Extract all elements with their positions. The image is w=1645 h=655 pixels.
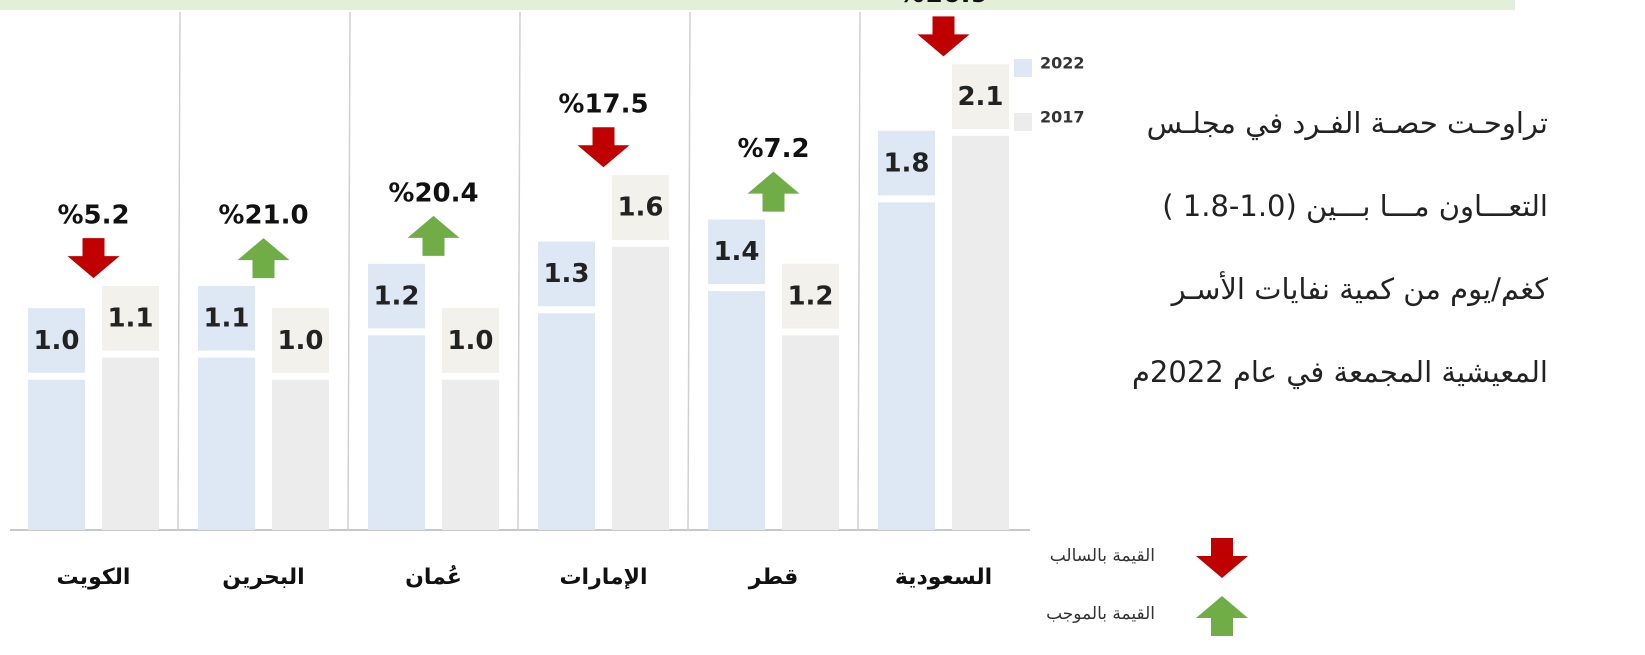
legend-arrow [1196,596,1248,636]
arrow-legend-label: القيمة بالموجب [1046,604,1155,624]
group-separator [177,11,181,531]
arrow-legend-label: القيمة بالسالب [1050,546,1155,566]
change-arrow [917,16,970,57]
x-tick-label: قطر [748,565,799,590]
value-label-box [952,64,1009,129]
annotation-line: المعيشية المجمعة في عام 2022م [1132,355,1548,390]
change-label: %20.4 [388,178,478,208]
value-label: 2.1 [957,82,1003,112]
x-tick-label: السعودية [895,565,992,590]
group-separator [347,11,351,531]
value-label-box [272,308,329,373]
value-label: 1.3 [543,259,589,289]
x-tick-label: عُمان [405,565,462,590]
x-tick-label: البحرين [222,565,304,590]
change-arrow [577,127,630,168]
value-label-box [442,308,499,373]
value-label: 1.8 [883,148,929,178]
top-band [0,0,1515,10]
annotation-line: التعـــاون مـــا بـــين (1.0-1.8 ) [1162,189,1548,223]
change-arrow [747,171,800,212]
value-label-box [878,130,935,195]
legend-label: 2022 [1040,54,1085,73]
value-label-box [368,263,425,328]
value-label-box [612,175,669,240]
change-label: %17.5 [558,90,648,120]
legend-swatch [1014,113,1032,131]
value-label: 1.1 [107,304,153,334]
value-label: 1.6 [617,193,663,223]
value-label: 1.0 [447,326,493,356]
value-label: 1.0 [33,326,79,356]
legend-arrow [1196,538,1248,578]
annotation-line: تراوحـت حصـة الفـرد في مجلـس [1147,106,1548,141]
change-arrow [237,238,290,279]
value-label-box [538,241,595,306]
change-label: %7.2 [737,134,809,164]
change-arrow [407,215,460,256]
group-separator [857,11,861,531]
group-separator [517,11,521,531]
change-label: %21.0 [218,201,308,231]
value-label-box [782,263,839,328]
value-label-box [102,286,159,351]
x-tick-label: الإمارات [559,565,647,590]
change-label: %16.9 [898,0,988,9]
legend-swatch [1014,59,1032,77]
value-label-box [198,286,255,351]
value-label: 1.4 [713,237,759,267]
value-label: 1.2 [787,281,833,311]
value-label-box [28,308,85,373]
x-tick-label: الكويت [57,565,131,590]
value-label: 1.1 [203,304,249,334]
value-label-box [708,219,765,284]
change-arrow [67,238,120,279]
group-separator [687,11,691,531]
annotation-line: كغم/يوم من كمية نفايات الأسـر [1170,270,1549,307]
change-label: %5.2 [57,201,129,231]
value-label: 1.2 [373,281,419,311]
value-label: 1.0 [277,326,323,356]
bar [952,64,1009,530]
legend-label: 2017 [1040,108,1085,127]
